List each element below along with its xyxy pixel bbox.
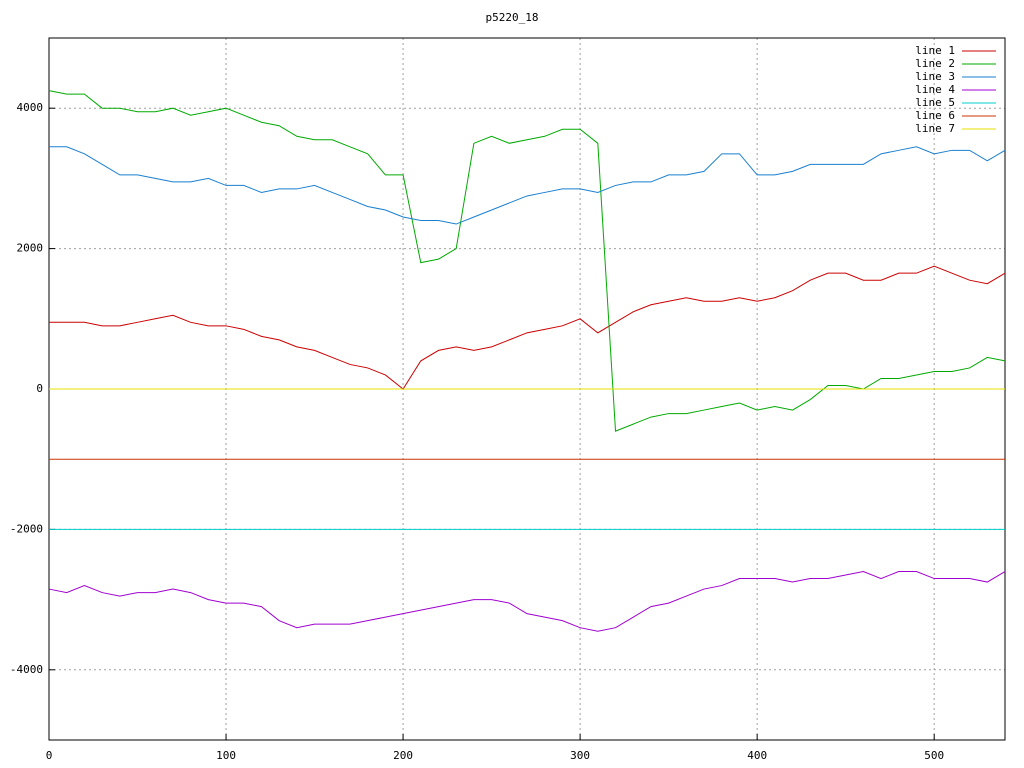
y-tick-label: 0	[36, 382, 43, 395]
y-tick-label: 2000	[17, 242, 44, 255]
chart-title: p5220_18	[486, 11, 539, 24]
x-tick-label: 500	[924, 749, 944, 762]
x-tick-label: 300	[570, 749, 590, 762]
legend-label: line 3	[915, 70, 955, 83]
legend-label: line 1	[915, 44, 955, 57]
legend-label: line 2	[915, 57, 955, 70]
data-line	[49, 146, 1006, 225]
legend-label: line 6	[915, 109, 955, 122]
y-tick-label: -2000	[10, 522, 43, 535]
data-line	[48, 90, 1006, 432]
x-tick-label: 400	[747, 749, 767, 762]
legend-label: line 5	[915, 96, 955, 109]
x-tick-label: 200	[393, 749, 413, 762]
x-tick-label: 100	[216, 749, 236, 762]
legend-label: line 7	[915, 122, 955, 135]
data-line	[49, 265, 1006, 390]
y-tick-label: 4000	[17, 101, 44, 114]
legend-label: line 4	[915, 83, 955, 96]
y-tick-label: -4000	[10, 663, 43, 676]
x-tick-label: 0	[46, 749, 53, 762]
data-line	[48, 571, 1006, 632]
